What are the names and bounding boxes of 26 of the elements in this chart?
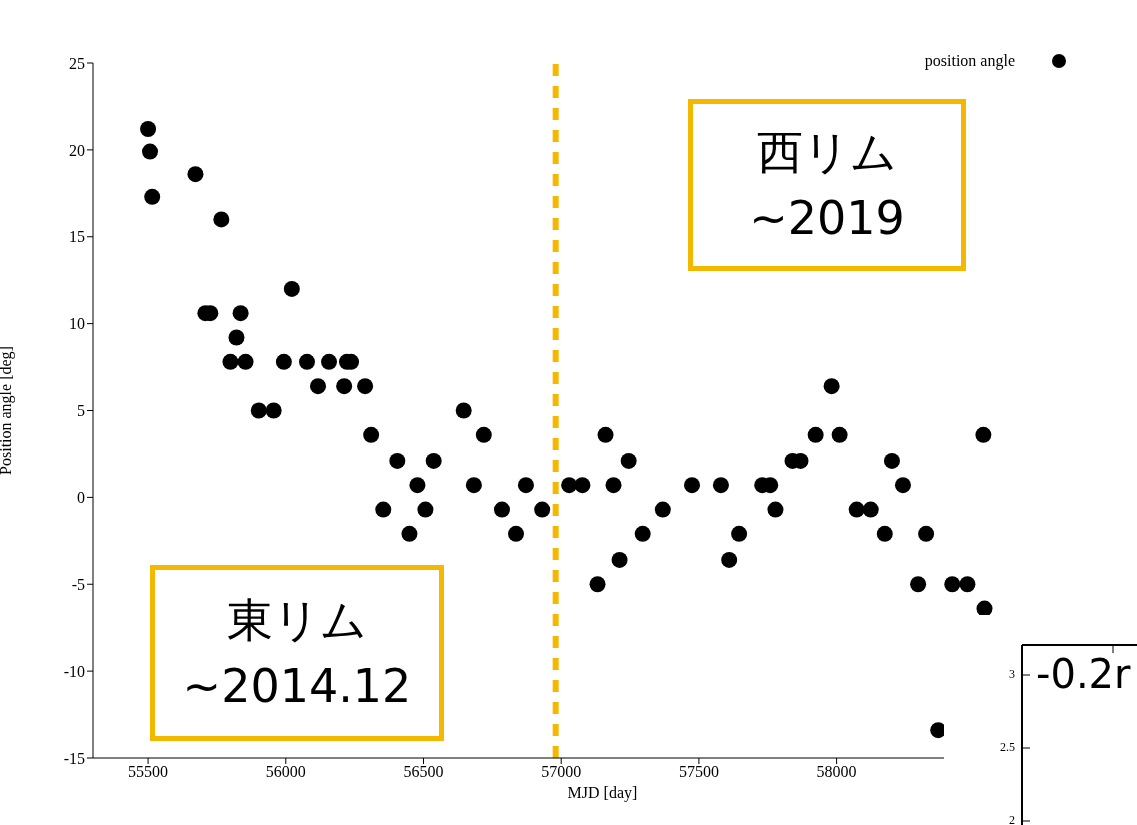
y-tick-label: 25	[69, 54, 85, 72]
annotation: ~2014.12	[182, 658, 412, 715]
y-tick-label: -10	[63, 662, 85, 680]
x-tick-label: 57000	[541, 763, 582, 781]
annotation: 西リム	[757, 124, 897, 181]
annotation: ~2019	[749, 190, 905, 247]
text: 2	[1009, 813, 1015, 825]
x-tick-label: 55500	[128, 763, 169, 781]
x-tick-label: 56000	[265, 763, 306, 781]
y-tick-label: 15	[69, 228, 85, 246]
annotation: 2.5	[1000, 740, 1015, 754]
x-tick-label: 57500	[678, 763, 719, 781]
y-tick-label: 10	[69, 315, 85, 333]
legend-label: position angle	[924, 52, 1015, 70]
x-axis-title: MJD [day]	[567, 784, 638, 802]
y-axis-title: Position angle [deg]	[0, 346, 15, 475]
annotation: 3	[1009, 667, 1015, 681]
y-tick-label: 20	[69, 141, 85, 159]
y-tick-label: 0	[77, 489, 85, 507]
annotation: 東リム	[227, 592, 367, 649]
x-tick-label: 58000	[816, 763, 857, 781]
x-tick-label: 56500	[403, 763, 444, 781]
annotation: -0.2r	[1036, 651, 1131, 697]
y-tick-label: 5	[77, 402, 85, 420]
y-tick-label: -15	[63, 749, 85, 767]
y-tick-label: -5	[71, 575, 85, 593]
